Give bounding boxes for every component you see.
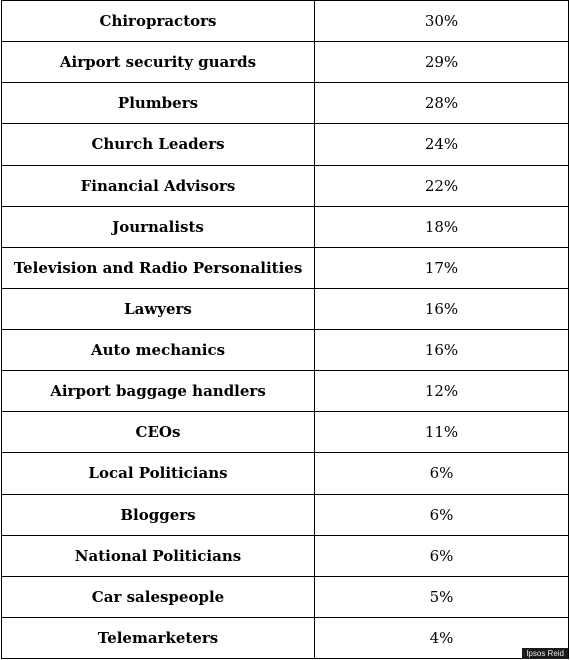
percent-value: 29%: [314, 41, 569, 84]
profession-label: Local Politicians: [1, 452, 315, 495]
profession-label: Telemarketers: [1, 616, 315, 660]
percent-value: 24%: [314, 123, 569, 166]
profession-label: Car salespeople: [1, 575, 315, 618]
profession-label: Church Leaders: [1, 123, 315, 166]
percent-value: 6%: [314, 493, 569, 536]
table-row: Financial Advisors 22%: [1, 164, 569, 207]
table-row: Journalists 18%: [1, 205, 569, 248]
profession-label: Bloggers: [1, 493, 315, 536]
table-row: Lawyers 16%: [1, 287, 569, 331]
percent-value: 28%: [314, 82, 569, 125]
table-row: CEOs 11%: [1, 411, 569, 454]
table-row: Plumbers 28%: [1, 82, 569, 125]
table-row: Church Leaders 24%: [1, 123, 569, 166]
profession-label: CEOs: [1, 411, 315, 454]
profession-label: Auto mechanics: [1, 328, 315, 372]
table-row: National Politicians 6%: [1, 534, 569, 577]
profession-label: Journalists: [1, 205, 315, 248]
table-row: Car salespeople 5%: [1, 575, 569, 618]
percent-value: 12%: [314, 370, 569, 413]
table-row: Auto mechanics 16%: [1, 328, 569, 372]
percent-value: 22%: [314, 164, 569, 207]
table-row: Airport security guards 29%: [1, 41, 569, 84]
table-row: Television and Radio Personalities 17%: [1, 246, 569, 289]
percent-value: 16%: [314, 328, 569, 372]
source-credit: Ipsos Reid: [522, 648, 568, 659]
percent-value: 5%: [314, 575, 569, 618]
profession-label: Airport baggage handlers: [1, 370, 315, 413]
percent-value: 6%: [314, 534, 569, 577]
profession-label: National Politicians: [1, 534, 315, 577]
percent-value: 18%: [314, 205, 569, 248]
profession-label: Airport security guards: [1, 41, 315, 84]
percent-value: 17%: [314, 246, 569, 289]
table-row: Airport baggage handlers 12%: [1, 370, 569, 413]
percent-value: 6%: [314, 452, 569, 495]
percent-value: 30%: [314, 0, 569, 43]
table-row: Local Politicians 6%: [1, 452, 569, 495]
profession-label: Plumbers: [1, 82, 315, 125]
profession-label: Financial Advisors: [1, 164, 315, 207]
table-row: Chiropractors 30%: [1, 0, 569, 43]
percent-value: 16%: [314, 287, 569, 331]
profession-label: Television and Radio Personalities: [1, 246, 315, 289]
percent-value: 11%: [314, 411, 569, 454]
profession-label: Lawyers: [1, 287, 315, 331]
table-row: Bloggers 6%: [1, 493, 569, 536]
profession-label: Chiropractors: [1, 0, 315, 43]
table-row: Telemarketers 4%: [1, 616, 569, 660]
